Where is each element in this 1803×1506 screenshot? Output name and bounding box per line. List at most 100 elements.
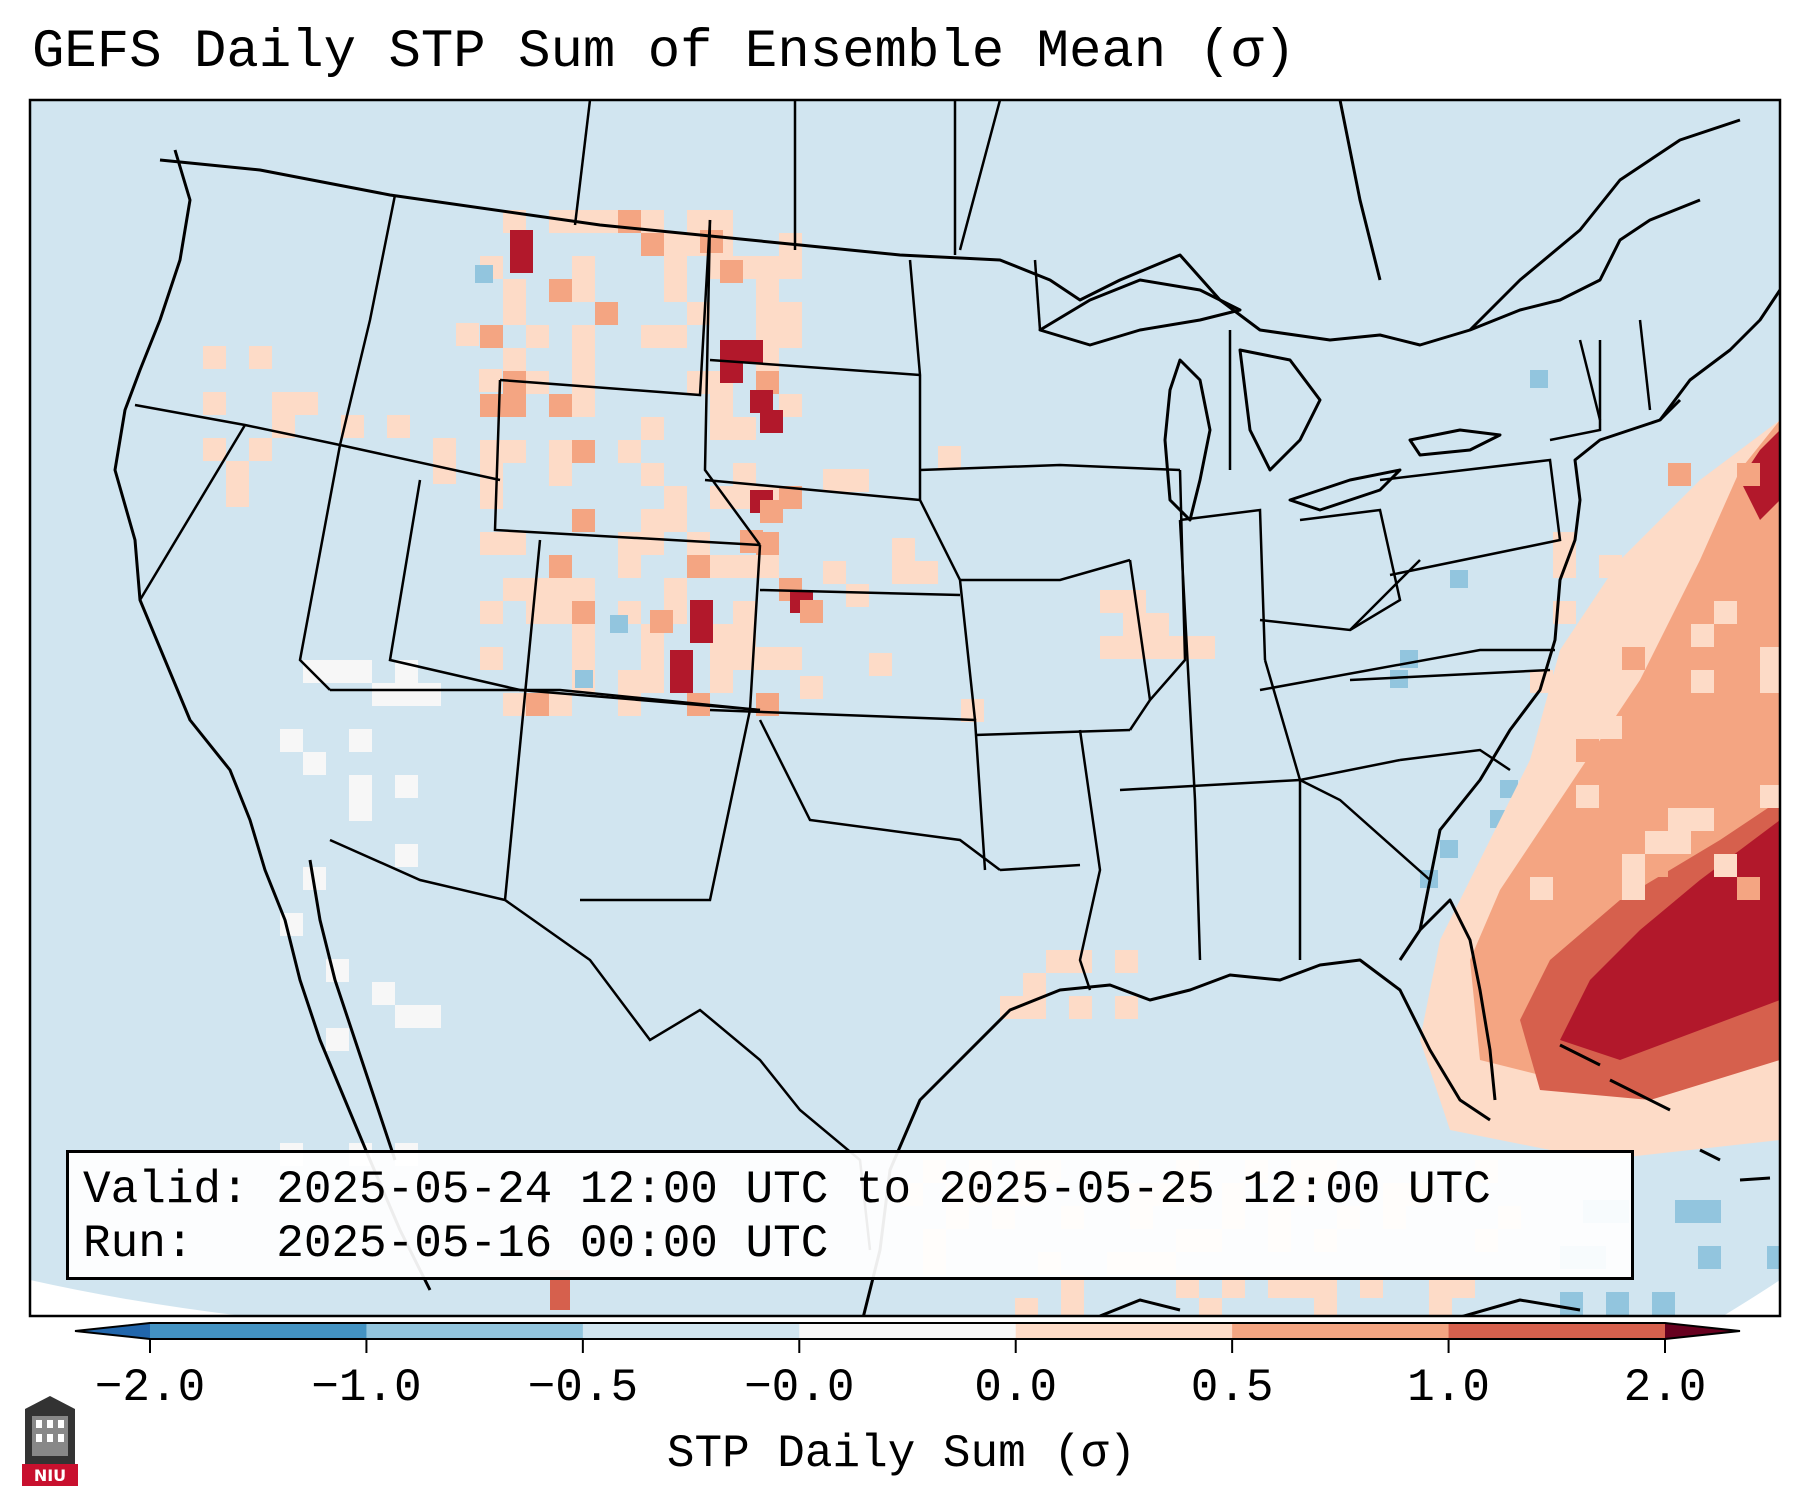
stp-cell — [1760, 647, 1780, 670]
colorbar-segment — [150, 1323, 367, 1339]
stp-cell — [756, 555, 779, 578]
stp-cell — [503, 532, 526, 555]
stp-cell — [687, 532, 710, 555]
stp-cell — [800, 676, 823, 699]
stp-cell — [295, 392, 318, 415]
stp-cell — [750, 390, 773, 413]
stp-cell — [1100, 636, 1123, 659]
stp-cell — [572, 256, 595, 279]
colorbar-segment — [582, 1323, 800, 1339]
stp-cell — [526, 601, 549, 624]
projection-edge — [30, 1280, 243, 1316]
stp-cell — [641, 670, 664, 693]
stp-cell — [226, 484, 249, 507]
stp-cell — [641, 417, 664, 440]
stp-cell — [572, 647, 595, 670]
stp-cell — [549, 440, 572, 463]
stp-cell — [1744, 1315, 1767, 1316]
colorbar-tick-label: −2.0 — [94, 1362, 206, 1414]
stp-cell — [510, 230, 533, 253]
stp-cell — [1652, 1292, 1675, 1315]
stp-cell — [618, 440, 641, 463]
stp-cell — [1023, 973, 1046, 996]
stp-cell — [756, 279, 779, 302]
stp-cell — [1390, 670, 1408, 688]
stp-cell — [710, 624, 733, 647]
stp-cell — [595, 302, 618, 325]
stp-cell — [733, 555, 756, 578]
stp-cell — [1760, 670, 1780, 693]
stp-cell — [733, 601, 756, 624]
stp-cell — [480, 463, 503, 486]
stp-cell — [1115, 996, 1138, 1019]
stp-cell — [664, 325, 687, 348]
stp-cell — [1169, 636, 1192, 659]
stp-cell — [203, 346, 226, 369]
stp-cell — [779, 647, 802, 670]
stp-cell — [1291, 1275, 1314, 1298]
stp-cell — [480, 325, 503, 348]
stp-cell — [687, 302, 710, 325]
stp-cell — [503, 578, 526, 601]
stp-cell — [326, 660, 349, 683]
stp-cell — [779, 302, 802, 325]
colorbar — [74, 1322, 1741, 1353]
colorbar-extend-low — [75, 1323, 150, 1339]
stp-cell — [733, 463, 756, 486]
stp-cell — [1268, 1275, 1291, 1298]
colorbar-tick-label: 0.0 — [974, 1362, 1058, 1414]
stp-cell — [572, 348, 595, 371]
stp-cell — [1314, 1275, 1337, 1298]
stp-cell — [1668, 831, 1691, 854]
stp-cell — [572, 279, 595, 302]
colorbar-tick-label: −0.0 — [744, 1362, 855, 1414]
stp-cell — [1698, 1200, 1721, 1223]
stp-cell — [1622, 831, 1645, 854]
stp-cell — [823, 469, 846, 492]
stp-cell — [1714, 716, 1737, 739]
colorbar-segment — [799, 1323, 1017, 1339]
stp-cell — [395, 775, 418, 798]
valid-line: Valid: 2025-05-24 12:00 UTC to 2025-05-2… — [83, 1164, 1491, 1216]
stp-cell — [1123, 590, 1146, 613]
stp-cell — [372, 982, 395, 1005]
stp-cell — [572, 394, 595, 417]
stp-cell — [641, 210, 664, 233]
coastlines-and-borders — [113, 100, 1780, 1316]
stp-cell — [1714, 854, 1737, 877]
stp-cell — [526, 693, 549, 716]
stp-cell — [503, 210, 526, 233]
stp-cell — [710, 394, 733, 417]
stp-cell — [1691, 624, 1714, 647]
stp-cell — [1760, 785, 1780, 808]
stp-cell — [572, 578, 595, 601]
stp-cell — [670, 650, 693, 673]
stp-cell — [1046, 950, 1069, 973]
stp-cell — [503, 394, 526, 417]
stp-cell — [1123, 636, 1146, 659]
stp-cell — [1606, 1292, 1629, 1315]
stp-cell — [303, 752, 326, 775]
stp-cell — [475, 265, 493, 283]
stp-cell — [720, 260, 743, 283]
stp-cell — [572, 509, 595, 532]
stp-cell — [1622, 785, 1645, 808]
west-coast — [113, 149, 432, 1291]
stp-cell — [549, 601, 572, 624]
stp-cell — [710, 670, 733, 693]
stp-cell — [710, 417, 733, 440]
stp-cell — [1668, 808, 1691, 831]
stp-cell — [280, 729, 303, 752]
stp-cell — [480, 394, 503, 417]
stp-cell — [595, 210, 618, 233]
stp-cell — [1015, 1298, 1038, 1316]
colorbar-segment — [1448, 1323, 1666, 1339]
stp-cell — [760, 500, 783, 523]
stp-cell — [549, 463, 572, 486]
colorbar-segment — [366, 1323, 584, 1339]
stp-cell — [1360, 1275, 1383, 1298]
stp-cell — [1452, 1275, 1475, 1298]
stp-cell — [756, 693, 779, 716]
east-coast — [1418, 398, 1682, 931]
